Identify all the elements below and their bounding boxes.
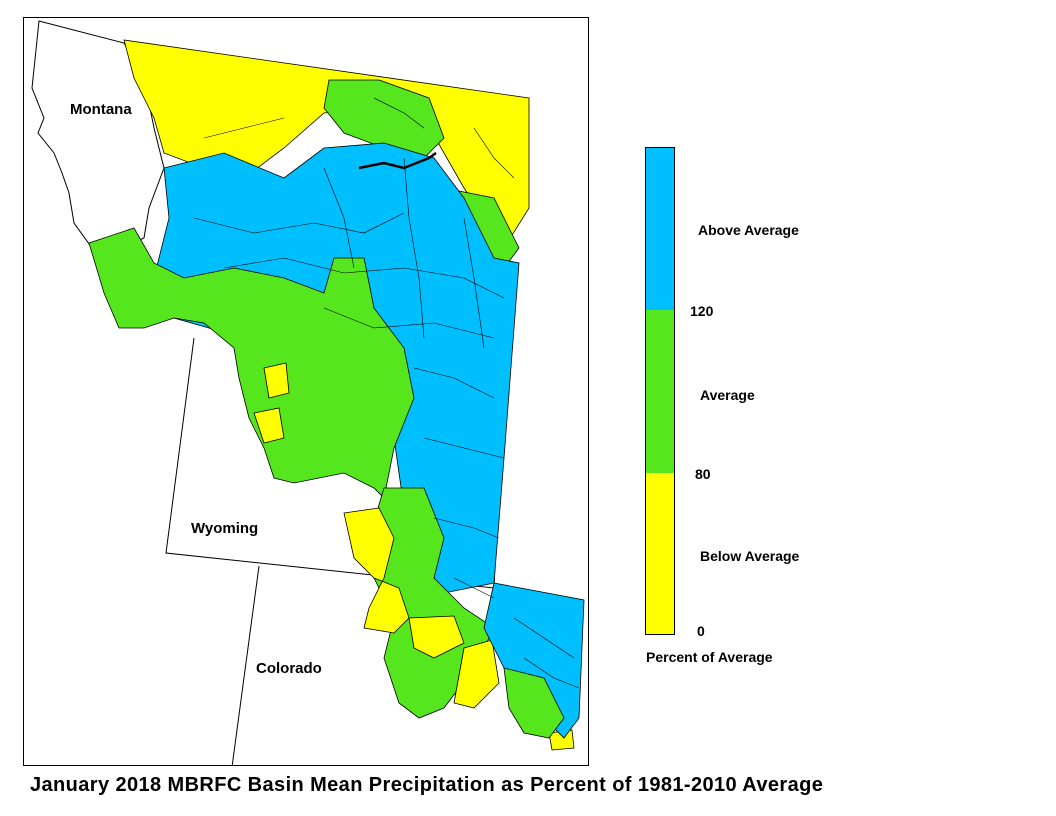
legend-title: Percent of Average (646, 649, 773, 665)
legend-break-120: 120 (690, 303, 714, 319)
map-caption: January 2018 MBRFC Basin Mean Precipitat… (30, 774, 824, 796)
basin-region-below-average (263, 362, 290, 399)
legend-label-average: Average (700, 387, 755, 403)
basin-region-below-average (453, 639, 500, 709)
legend-color-bar (645, 147, 675, 635)
basin-region-below-average (408, 615, 465, 659)
state-label-wyoming: Wyoming (191, 520, 259, 537)
colorado-state-outline (231, 565, 260, 765)
legend-label-below-average: Below Average (700, 548, 800, 564)
legend-break-0: 0 (697, 623, 705, 639)
legend-label-above-average: Above Average (698, 222, 799, 238)
lake-outline (358, 151, 437, 170)
basin-region-average (88, 227, 415, 499)
legend-swatch-above-average (646, 148, 674, 310)
basin-region-average (503, 667, 565, 739)
basin-region-below-average (123, 39, 530, 249)
basin-region-below-average (343, 507, 410, 634)
basin-boundaries (193, 97, 580, 689)
basin-region-below-average (253, 407, 285, 444)
state-label-montana: Montana (70, 101, 132, 118)
state-label-colorado: Colorado (256, 660, 322, 677)
legend-break-80: 80 (695, 466, 711, 482)
basin-map (31, 20, 585, 765)
legend-swatch-average (646, 310, 674, 473)
legend-swatch-below-average (646, 473, 674, 634)
map-panel: Montana Wyoming Colorado (23, 17, 589, 766)
